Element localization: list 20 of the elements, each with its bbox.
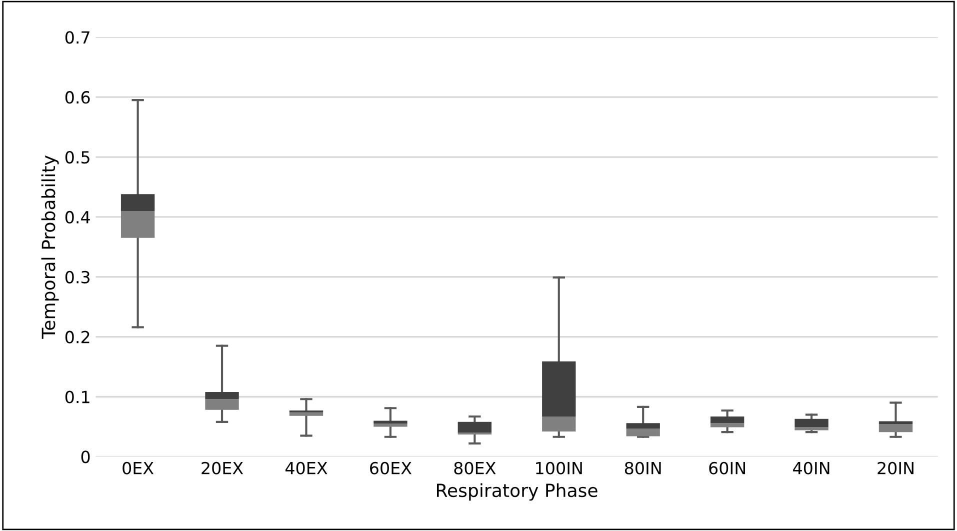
y-tick-label: 0.6	[65, 91, 90, 104]
x-axis-title: Respiratory Phase	[437, 483, 598, 501]
y-tick-label: 0.4	[65, 210, 90, 224]
x-tick-label: 100IN	[536, 462, 582, 474]
y-tick-label: 0.1	[65, 390, 90, 404]
y-tick-label: 0.7	[65, 31, 90, 44]
x-tick-label: 20IN	[878, 462, 914, 474]
x-tick-label: 60EX	[370, 462, 412, 474]
x-tick-label: 40EX	[285, 462, 328, 474]
x-tick-label: 80EX	[454, 462, 496, 474]
x-tick-label: 0EX	[122, 462, 154, 474]
x-tick-label: 20EX	[202, 462, 244, 474]
x-tick-label: 40IN	[793, 462, 830, 474]
y-tick-label: 0.2	[65, 330, 90, 344]
y-tick-label: 0.5	[65, 150, 90, 164]
y-axis-title: Temporal Probability	[41, 156, 59, 339]
x-tick-label: 80IN	[624, 462, 661, 474]
x-tick-label: 60IN	[709, 462, 745, 474]
y-tick-label: 0.3	[65, 270, 90, 284]
y-tick-label: 0	[81, 450, 90, 464]
